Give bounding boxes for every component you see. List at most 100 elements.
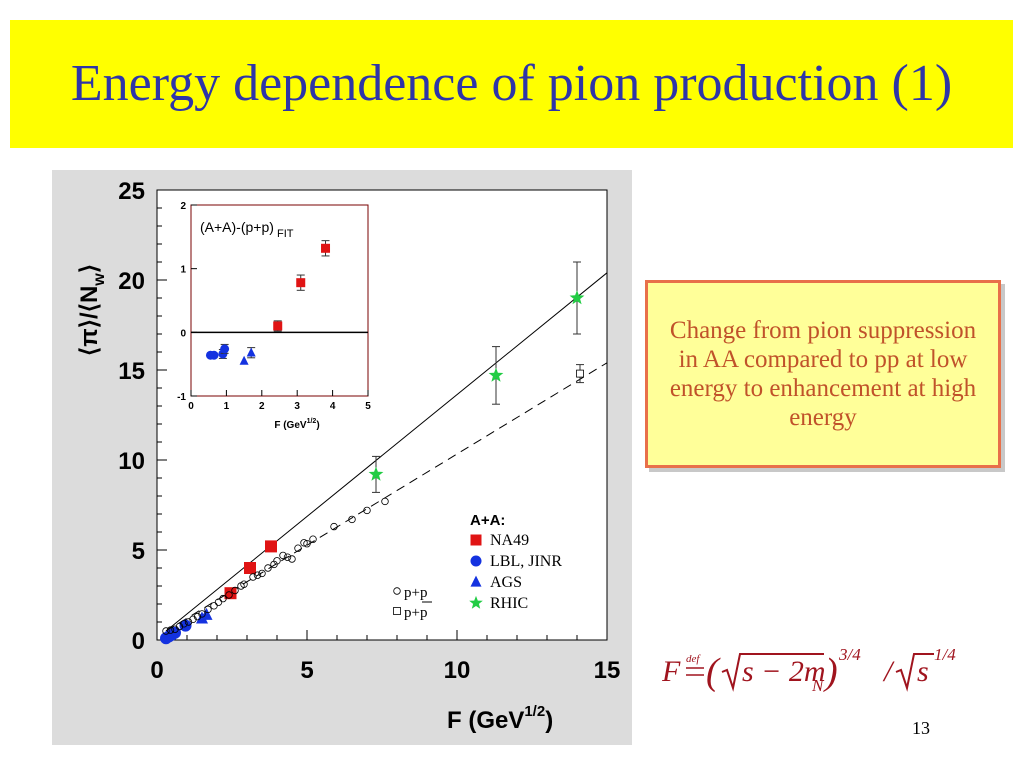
data-point-na49 — [265, 540, 277, 553]
inset-data-point-ags — [246, 347, 256, 357]
inset-data-point-na49 — [321, 243, 331, 253]
legend-marker-ppbar — [393, 607, 401, 615]
data-point-rhic — [488, 367, 504, 382]
inset-label-sub: FIT — [274, 228, 294, 240]
inset-x-axis-title-end: ) — [316, 420, 319, 431]
data-point-rhic — [569, 290, 585, 305]
inset-x-tick-label: 1 — [224, 401, 230, 412]
formula-slash: / — [882, 655, 895, 688]
inset-data-point-na49 — [296, 278, 306, 288]
y-tick-label: 5 — [132, 538, 145, 565]
formula-body: s − 2m — [742, 655, 826, 688]
data-point-p-p — [240, 580, 248, 588]
inset-data-point-na49 — [273, 321, 283, 331]
data-point-p-p — [264, 564, 272, 572]
legend-box — [464, 508, 576, 620]
data-point-p-p — [279, 551, 287, 560]
data-point-p-p — [204, 605, 212, 614]
formula-exp1: 3/4 — [838, 646, 861, 664]
inset-x-axis-title-main: F (GeV — [274, 420, 307, 431]
x-axis-title-end: ) — [545, 707, 553, 734]
x-tick-label: 15 — [594, 657, 621, 684]
y-axis-title-main: ⟨π⟩/⟨N — [76, 286, 103, 356]
data-point-p-p — [210, 602, 218, 610]
page-number: 13 — [912, 718, 930, 738]
data-point-p-p — [214, 598, 223, 606]
y-tick-label: 20 — [118, 268, 145, 295]
data-point-p-p — [309, 535, 317, 543]
legend-marker-ags — [470, 575, 482, 587]
data-point-p-p — [231, 586, 239, 595]
x-tick-label: 0 — [150, 657, 163, 684]
legend-label-ppbar: p+p — [404, 605, 427, 621]
formula-paren-open: ( — [706, 651, 721, 693]
inset-x-tick-label: 3 — [294, 401, 300, 412]
data-point-p-p — [184, 618, 193, 626]
legend-marker-lbl-jinr — [470, 555, 482, 567]
data-point-p-p-bar — [576, 369, 584, 378]
data-point-p-p — [166, 626, 175, 634]
data-point-p-p — [381, 497, 389, 506]
inset-data-point-ags — [239, 355, 249, 365]
inset-y-tick-label: 2 — [180, 201, 186, 212]
inset-x-axis-title: F (GeV1/2) — [274, 418, 319, 431]
callout-text: Change from pion suppression in AA compa… — [669, 316, 977, 432]
data-point-p-p — [330, 522, 338, 531]
data-point-p-p — [171, 625, 179, 633]
inset-x-tick-label: 0 — [188, 401, 194, 412]
data-point-p-p — [180, 620, 188, 628]
formula-tail: s — [917, 655, 929, 688]
data-point-p-p — [273, 557, 281, 565]
y-tick-label: 0 — [132, 628, 145, 655]
x-axis-title-main: F (GeV — [447, 707, 524, 734]
formula-sub: N — [811, 676, 825, 695]
legend-marker-rhic — [469, 595, 483, 609]
legend-label-ags: AGS — [490, 574, 522, 591]
legend-marker-na49 — [470, 534, 482, 546]
y-axis-title-end: ⟩ — [76, 264, 103, 273]
data-point-p-p — [189, 615, 197, 623]
data-point-p-p — [300, 539, 308, 547]
data-point-p-p — [162, 627, 170, 635]
legend-label-lbl-jinr: LBL, JINR — [490, 553, 562, 570]
data-point-na49 — [244, 562, 256, 574]
inset-frame — [190, 204, 369, 397]
x-tick-label: 10 — [444, 657, 471, 684]
inset-label-main: (A+A)-(p+p) — [200, 219, 274, 235]
data-point-p-p — [219, 594, 227, 603]
inset-y-tick-label: 1 — [180, 265, 186, 276]
y-tick-label: 25 — [118, 178, 145, 205]
inset-label: (A+A)-(p+p) FIT — [200, 219, 294, 240]
y-axis-title-sub: w — [91, 273, 108, 287]
inset-y-tick-label: -1 — [177, 392, 186, 403]
formula-sqrt-2 — [895, 653, 934, 692]
fit-line-pp — [165, 362, 608, 632]
slide-title: Energy dependence of pion production (1) — [70, 55, 953, 112]
definition-formula: F def ( s − 2m N ) 3/4 / s 1/4 — [662, 646, 982, 696]
legend-title: A+A: — [470, 512, 505, 529]
data-point-p-p — [283, 553, 292, 561]
legend-label-pp: p+p — [404, 585, 427, 601]
data-point-p-p — [249, 573, 257, 581]
data-point-p-p — [288, 555, 296, 563]
data-point-na49 — [224, 587, 237, 600]
data-point-p-p — [253, 571, 262, 579]
y-tick-label: 10 — [118, 448, 145, 475]
data-point-p-p — [225, 591, 233, 599]
legend-label-na49: NA49 — [490, 532, 529, 549]
data-point-p-p — [363, 506, 371, 515]
data-point-p-p — [294, 544, 302, 552]
inset-x-tick-label: 2 — [259, 401, 265, 412]
data-point-p-p — [348, 515, 356, 524]
data-point-p-p — [258, 569, 266, 578]
chart-panel: 0 5 10 15 0 5 10 15 20 25 F (GeV1/2) ⟨π⟩/⟨Nw⟩ A+A: NA… — [52, 170, 632, 745]
inset-x-tick-label: 4 — [330, 401, 336, 412]
inset-y-tick-label: 0 — [180, 328, 186, 339]
formula-exp2: 1/4 — [934, 646, 956, 664]
x-axis-title: F (GeV1/2) — [447, 703, 553, 734]
legend-label-rhic: RHIC — [490, 595, 528, 612]
formula-def: def — [686, 653, 701, 665]
callout-box: Change from pion suppression in AA compa… — [645, 280, 1001, 468]
